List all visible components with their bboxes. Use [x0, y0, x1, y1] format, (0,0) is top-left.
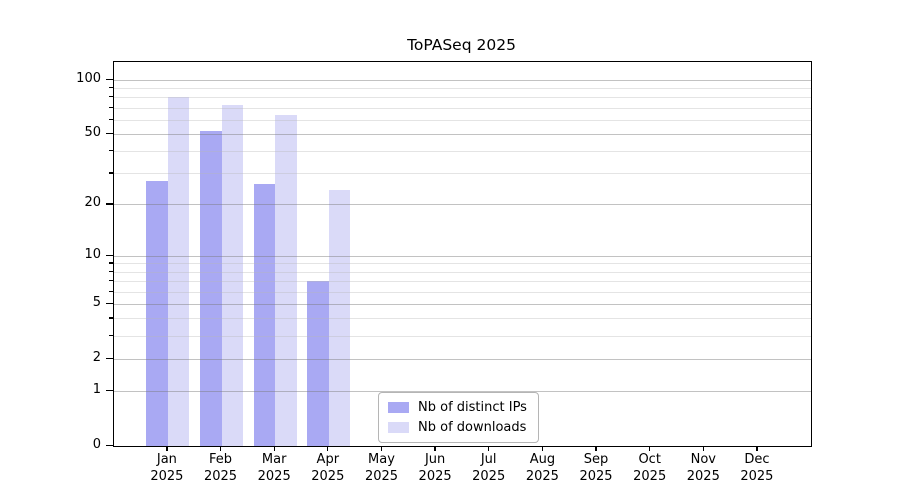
grid-layer — [114, 62, 811, 446]
gridline-major-100 — [114, 79, 811, 81]
x-tick-label-mar-2025: Mar 2025 — [257, 452, 291, 484]
bar-downloads-feb — [221, 105, 243, 446]
y-tick-label-5: 5 — [92, 294, 101, 310]
x-tick-label-sep-2025: Sep 2025 — [579, 452, 613, 484]
x-tick-feb — [219, 446, 222, 451]
x-tick-mar — [273, 446, 275, 451]
gridline-minor-9 — [114, 263, 811, 265]
gridline-major-50 — [114, 133, 811, 135]
gridline-minor-90 — [114, 87, 811, 89]
gridline-major-2 — [114, 358, 811, 360]
y-tick-major-0 — [106, 445, 113, 447]
y-tick-major-100 — [106, 78, 113, 80]
bar-ips-feb — [200, 130, 222, 446]
y-tick-minor-4 — [109, 317, 113, 319]
x-tick-label-oct-2025: Oct 2025 — [633, 452, 667, 484]
y-tick-minor-90 — [109, 86, 113, 89]
y-tick-major-2 — [106, 357, 113, 360]
y-tick-minor-80 — [109, 96, 113, 98]
gridline-minor-60 — [114, 119, 811, 121]
gridline-minor-7 — [114, 280, 811, 282]
x-tick-label-aug-2025: Aug 2025 — [525, 452, 559, 484]
y-tick-major-10 — [106, 254, 113, 256]
x-tick-nov — [702, 446, 704, 451]
plot-area — [113, 61, 812, 447]
x-tick-label-jan-2025: Jan 2025 — [150, 452, 184, 484]
legend-swatch-downloads-icon — [388, 422, 409, 433]
legend-label-distinct-ips: Nb of distinct IPs — [418, 400, 527, 415]
gridline-major-5 — [114, 303, 811, 305]
bar-ips-mar — [253, 184, 276, 446]
y-tick-minor-7 — [109, 279, 113, 282]
gridline-minor-8 — [114, 271, 811, 273]
x-tick-apr — [327, 446, 329, 451]
bar-ips-apr — [307, 280, 329, 446]
bars-layer — [114, 62, 811, 446]
x-tick-label-nov-2025: Nov 2025 — [686, 452, 720, 484]
x-tick-label-feb-2025: Feb 2025 — [203, 452, 238, 484]
y-tick-minor-60 — [109, 118, 113, 120]
legend: Nb of distinct IPs Nb of downloads — [378, 392, 539, 443]
y-tick-label-100: 100 — [76, 70, 101, 86]
y-tick-minor-30 — [109, 172, 113, 174]
y-tick-minor-3 — [109, 334, 113, 337]
y-tick-minor-6 — [109, 290, 113, 292]
x-tick-sep — [595, 446, 597, 451]
y-tick-minor-8 — [109, 270, 113, 272]
x-tick-may — [380, 446, 383, 451]
x-tick-oct — [649, 446, 651, 451]
gridline-minor-40 — [114, 151, 811, 153]
x-tick-label-apr-2025: Apr 2025 — [311, 452, 345, 484]
x-tick-aug — [541, 446, 544, 451]
y-tick-major-50 — [106, 132, 113, 135]
bar-downloads-apr — [328, 190, 351, 446]
y-tick-minor-9 — [109, 262, 113, 264]
y-tick-major-1 — [106, 390, 113, 392]
chart-title: ToPASeq 2025 — [407, 36, 516, 54]
x-tick-jun — [434, 446, 436, 451]
x-tick-jul — [488, 446, 490, 451]
y-tick-label-50: 50 — [84, 124, 101, 140]
x-tick-label-jul-2025: Jul 2025 — [472, 452, 506, 484]
legend-item-distinct-ips: Nb of distinct IPs — [388, 400, 527, 415]
x-tick-label-may-2025: May 2025 — [364, 452, 399, 484]
gridline-minor-30 — [114, 173, 811, 175]
legend-swatch-distinct-ips-icon — [388, 402, 409, 413]
y-tick-minor-40 — [109, 150, 113, 152]
x-tick-label-jun-2025: Jun 2025 — [418, 452, 452, 484]
gridline-minor-70 — [114, 107, 811, 109]
bar-downloads-jan — [167, 97, 190, 446]
gridline-minor-4 — [114, 318, 811, 320]
bar-ips-jan — [146, 181, 168, 446]
gridline-minor-6 — [114, 291, 811, 293]
y-tick-label-0: 0 — [92, 437, 101, 452]
gridline-major-10 — [114, 255, 811, 257]
x-tick-label-dec-2025: Dec 2025 — [740, 452, 774, 484]
x-tick-dec — [756, 446, 758, 451]
legend-label-downloads: Nb of downloads — [418, 420, 527, 435]
x-tick-jan — [166, 446, 168, 451]
y-tick-major-20 — [106, 203, 113, 205]
gridline-minor-80 — [114, 97, 811, 99]
y-tick-label-2: 2 — [92, 349, 101, 365]
legend-item-downloads: Nb of downloads — [388, 420, 527, 435]
y-tick-minor-70 — [109, 106, 113, 108]
y-tick-major-5 — [106, 302, 113, 305]
y-tick-label-20: 20 — [84, 195, 101, 211]
gridline-major-20 — [114, 204, 811, 206]
bar-downloads-mar — [275, 114, 297, 446]
y-tick-label-10: 10 — [84, 246, 101, 262]
gridline-minor-3 — [114, 335, 811, 337]
gridline-major-1 — [114, 391, 811, 392]
y-tick-label-1: 1 — [92, 382, 101, 397]
